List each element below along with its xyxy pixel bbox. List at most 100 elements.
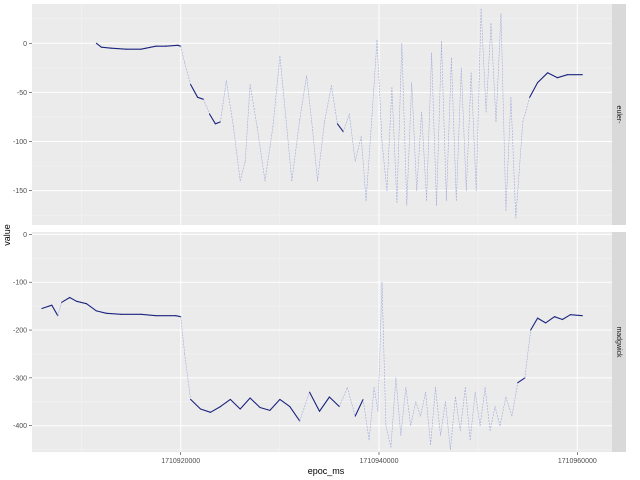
series-segment (465, 72, 472, 191)
series-segment (395, 377, 402, 436)
series-segment (214, 121, 221, 125)
series-segment (530, 317, 539, 331)
series-segment (145, 45, 157, 49)
series-segment (184, 353, 191, 400)
series-segment (76, 300, 88, 305)
series-segment (470, 72, 477, 191)
series-segment (269, 398, 281, 411)
series-segment (342, 113, 350, 132)
panel-0: 0 -50 -100 -150 euler- (13, 4, 626, 225)
series-segment (239, 160, 246, 182)
series-segment (515, 121, 524, 219)
series-segment (312, 129, 318, 182)
y-tick-label: 0 (23, 41, 27, 48)
series-segment (346, 387, 356, 417)
series-segment (446, 57, 452, 201)
series-segment (348, 113, 356, 162)
series-segment (233, 125, 241, 182)
x-axis-title: epoc_ms (308, 466, 345, 476)
series-segment (545, 316, 556, 324)
series-segment (547, 72, 559, 79)
facet-strip (612, 232, 626, 452)
series-segment (317, 121, 325, 182)
series-segment (450, 396, 456, 450)
series-segment (328, 396, 340, 408)
series-segment (339, 387, 348, 407)
series-segment (511, 382, 519, 417)
series-segment (522, 97, 531, 123)
series-segment (553, 316, 563, 321)
series-segment (410, 401, 417, 427)
series-segment (441, 40, 447, 201)
series-segment (41, 304, 53, 310)
series-segment (289, 406, 301, 422)
series-segment (445, 401, 451, 450)
series-segment (474, 391, 481, 427)
y-tick-label: -300 (13, 375, 27, 382)
series-segment (459, 387, 466, 431)
series-segment (371, 39, 378, 115)
series-segment (61, 296, 71, 303)
series-segment (510, 97, 517, 219)
series-segment (177, 44, 182, 47)
series-segment (239, 397, 251, 410)
series-segment (479, 387, 486, 427)
series-segment (469, 391, 476, 441)
series-segment (360, 136, 367, 201)
series-segment (381, 281, 387, 427)
series-segment (199, 408, 212, 413)
series-segment (180, 45, 185, 64)
series-segment (435, 387, 441, 436)
series-segment (415, 401, 421, 417)
series-segment (95, 42, 102, 48)
series-segment (431, 52, 437, 206)
series-segment (406, 82, 413, 206)
series-segment (391, 87, 398, 203)
series-segment (105, 312, 122, 315)
series-segment (362, 399, 370, 441)
series-segment (354, 136, 362, 162)
facet-strip-label: euler- (615, 106, 622, 125)
series-segment (377, 281, 383, 412)
series-segment (209, 406, 221, 413)
series-segment (184, 62, 191, 85)
x-tick-label: 1710920000 (161, 458, 200, 465)
series-segment (51, 304, 59, 317)
series-segment (229, 398, 241, 410)
series-segment (400, 387, 407, 436)
series-segment (249, 397, 261, 409)
series-segment (219, 398, 231, 408)
series-segment (561, 314, 571, 321)
series-segment (451, 57, 457, 201)
series-segment (208, 113, 216, 125)
panels-group: 0 -50 -100 -150 euler- 0 -100 -200 -300 -400 madgw… (13, 4, 626, 452)
series-segment (475, 8, 482, 191)
y-tick-label: -400 (13, 423, 27, 430)
series-segment (85, 303, 97, 312)
y-tick-label: -100 (13, 139, 27, 146)
series-segment (256, 126, 266, 182)
series-segment (490, 23, 497, 123)
y-tick-label: -50 (17, 90, 27, 97)
series-segment (140, 313, 157, 317)
series-segment (480, 8, 487, 113)
panel-background (32, 232, 612, 452)
series-segment (285, 116, 293, 182)
series-segment (529, 82, 539, 98)
series-segment (436, 40, 442, 206)
series-segment (484, 387, 491, 431)
panel-background (32, 4, 612, 225)
series-segment (556, 74, 568, 79)
series-segment (385, 425, 392, 448)
series-segment (272, 55, 281, 128)
series-segment (537, 72, 549, 84)
series-segment (420, 391, 426, 417)
series-segment (460, 67, 467, 191)
series-segment (180, 316, 185, 355)
series-segment (299, 391, 310, 422)
series-segment (494, 406, 501, 427)
series-segment (500, 13, 507, 211)
series-segment (197, 96, 205, 100)
y-axis-title: value (2, 224, 12, 246)
